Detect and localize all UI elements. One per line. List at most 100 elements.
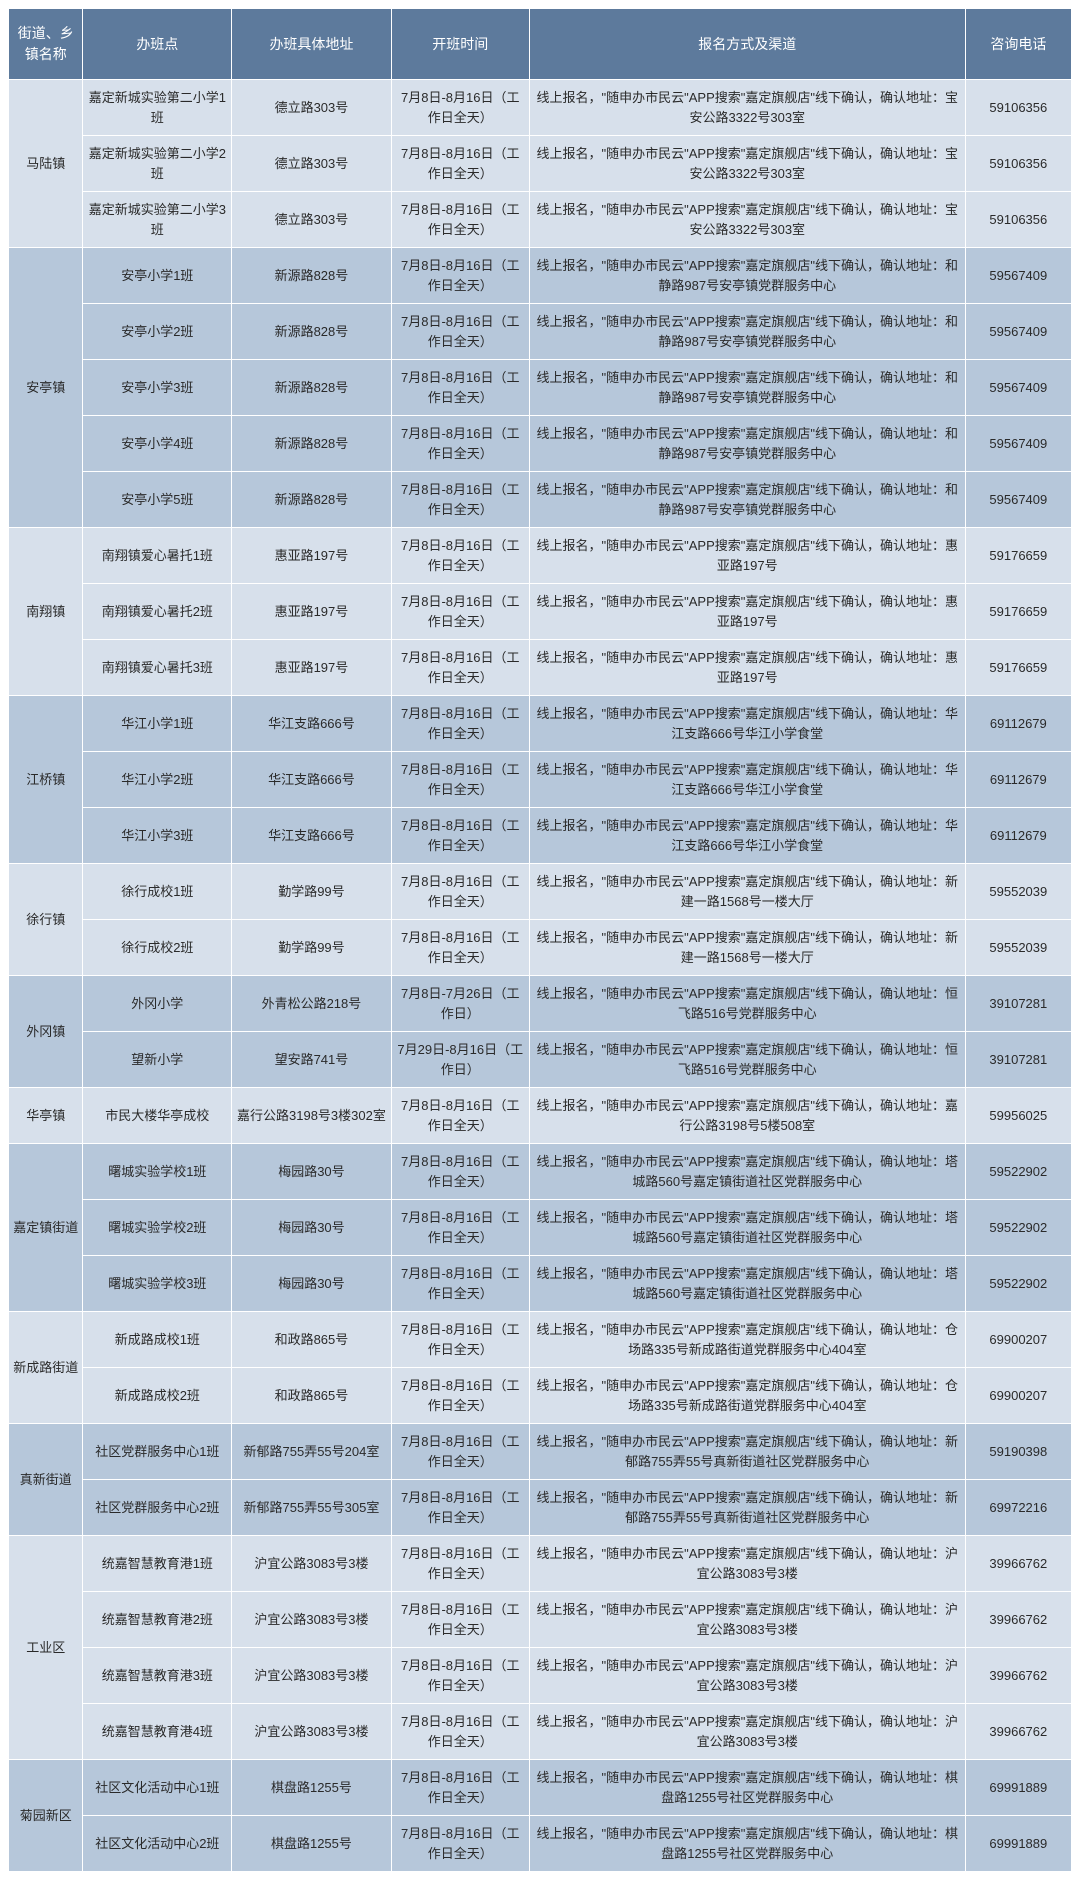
cell-phone: 59552039 xyxy=(965,864,1071,920)
cell-time: 7月8日-8月16日（工作日全天） xyxy=(391,1368,529,1424)
table-row: 菊园新区社区文化活动中心1班棋盘路1255号7月8日-8月16日（工作日全天）线… xyxy=(9,1760,1072,1816)
cell-phone: 59176659 xyxy=(965,528,1071,584)
cell-address: 嘉行公路3198号3楼302室 xyxy=(232,1088,391,1144)
table-row: 马陆镇嘉定新城实验第二小学1班德立路303号7月8日-8月16日（工作日全天）线… xyxy=(9,80,1072,136)
cell-site: 华江小学3班 xyxy=(83,808,232,864)
table-row: 嘉定镇街道曙城实验学校1班梅园路30号7月8日-8月16日（工作日全天）线上报名… xyxy=(9,1144,1072,1200)
cell-phone: 69972216 xyxy=(965,1480,1071,1536)
table-row: 社区文化活动中心2班棋盘路1255号7月8日-8月16日（工作日全天）线上报名，… xyxy=(9,1816,1072,1872)
cell-site: 社区党群服务中心1班 xyxy=(83,1424,232,1480)
table-row: 统嘉智慧教育港3班沪宜公路3083号3楼7月8日-8月16日（工作日全天）线上报… xyxy=(9,1648,1072,1704)
cell-address: 新源路828号 xyxy=(232,304,391,360)
table-row: 华江小学3班华江支路666号7月8日-8月16日（工作日全天）线上报名，"随申办… xyxy=(9,808,1072,864)
cell-address: 德立路303号 xyxy=(232,192,391,248)
cell-site: 徐行成校2班 xyxy=(83,920,232,976)
cell-time: 7月8日-8月16日（工作日全天） xyxy=(391,192,529,248)
cell-address: 华江支路666号 xyxy=(232,696,391,752)
cell-address: 外青松公路218号 xyxy=(232,976,391,1032)
table-row: 新成路街道新成路成校1班和政路865号7月8日-8月16日（工作日全天）线上报名… xyxy=(9,1312,1072,1368)
cell-method: 线上报名，"随申办市民云"APP搜索"嘉定旗舰店"线下确认，确认地址：沪宜公路3… xyxy=(529,1536,965,1592)
th-phone: 咨询电话 xyxy=(965,9,1071,80)
cell-time: 7月8日-8月16日（工作日全天） xyxy=(391,920,529,976)
cell-method: 线上报名，"随申办市民云"APP搜索"嘉定旗舰店"线下确认，确认地址：惠亚路19… xyxy=(529,640,965,696)
cell-phone: 59522902 xyxy=(965,1256,1071,1312)
cell-method: 线上报名，"随申办市民云"APP搜索"嘉定旗舰店"线下确认，确认地址：塔城路56… xyxy=(529,1200,965,1256)
cell-site: 嘉定新城实验第二小学2班 xyxy=(83,136,232,192)
cell-phone: 39107281 xyxy=(965,1032,1071,1088)
cell-time: 7月8日-8月16日（工作日全天） xyxy=(391,1536,529,1592)
table-row: 工业区统嘉智慧教育港1班沪宜公路3083号3楼7月8日-8月16日（工作日全天）… xyxy=(9,1536,1072,1592)
cell-method: 线上报名，"随申办市民云"APP搜索"嘉定旗舰店"线下确认，确认地址：宝安公路3… xyxy=(529,192,965,248)
cell-site: 嘉定新城实验第二小学1班 xyxy=(83,80,232,136)
cell-phone: 69991889 xyxy=(965,1816,1071,1872)
cell-phone: 39966762 xyxy=(965,1536,1071,1592)
cell-time: 7月8日-8月16日（工作日全天） xyxy=(391,1088,529,1144)
cell-phone: 69112679 xyxy=(965,752,1071,808)
cell-address: 惠亚路197号 xyxy=(232,584,391,640)
table-row: 徐行成校2班勤学路99号7月8日-8月16日（工作日全天）线上报名，"随申办市民… xyxy=(9,920,1072,976)
cell-method: 线上报名，"随申办市民云"APP搜索"嘉定旗舰店"线下确认，确认地址：华江支路6… xyxy=(529,752,965,808)
cell-time: 7月8日-8月16日（工作日全天） xyxy=(391,640,529,696)
cell-site: 社区文化活动中心1班 xyxy=(83,1760,232,1816)
cell-address: 新源路828号 xyxy=(232,416,391,472)
cell-method: 线上报名，"随申办市民云"APP搜索"嘉定旗舰店"线下确认，确认地址：棋盘路12… xyxy=(529,1760,965,1816)
cell-address: 梅园路30号 xyxy=(232,1256,391,1312)
district-cell: 菊园新区 xyxy=(9,1760,83,1872)
cell-site: 安亭小学4班 xyxy=(83,416,232,472)
cell-site: 新成路成校2班 xyxy=(83,1368,232,1424)
cell-address: 新源路828号 xyxy=(232,360,391,416)
cell-address: 勤学路99号 xyxy=(232,864,391,920)
cell-method: 线上报名，"随申办市民云"APP搜索"嘉定旗舰店"线下确认，确认地址：和静路98… xyxy=(529,248,965,304)
district-cell: 安亭镇 xyxy=(9,248,83,528)
table-row: 安亭镇安亭小学1班新源路828号7月8日-8月16日（工作日全天）线上报名，"随… xyxy=(9,248,1072,304)
cell-time: 7月8日-8月16日（工作日全天） xyxy=(391,80,529,136)
district-cell: 徐行镇 xyxy=(9,864,83,976)
cell-method: 线上报名，"随申办市民云"APP搜索"嘉定旗舰店"线下确认，确认地址：华江支路6… xyxy=(529,696,965,752)
table-row: 安亭小学4班新源路828号7月8日-8月16日（工作日全天）线上报名，"随申办市… xyxy=(9,416,1072,472)
district-cell: 工业区 xyxy=(9,1536,83,1760)
cell-site: 统嘉智慧教育港4班 xyxy=(83,1704,232,1760)
cell-method: 线上报名，"随申办市民云"APP搜索"嘉定旗舰店"线下确认，确认地址：嘉行公路3… xyxy=(529,1088,965,1144)
cell-method: 线上报名，"随申办市民云"APP搜索"嘉定旗舰店"线下确认，确认地址：新建一路1… xyxy=(529,864,965,920)
cell-address: 沪宜公路3083号3楼 xyxy=(232,1704,391,1760)
cell-phone: 59567409 xyxy=(965,360,1071,416)
cell-site: 统嘉智慧教育港1班 xyxy=(83,1536,232,1592)
table-row: 安亭小学5班新源路828号7月8日-8月16日（工作日全天）线上报名，"随申办市… xyxy=(9,472,1072,528)
cell-phone: 59522902 xyxy=(965,1144,1071,1200)
cell-phone: 59190398 xyxy=(965,1424,1071,1480)
cell-site: 华江小学2班 xyxy=(83,752,232,808)
cell-time: 7月8日-8月16日（工作日全天） xyxy=(391,1200,529,1256)
cell-time: 7月8日-8月16日（工作日全天） xyxy=(391,1480,529,1536)
cell-address: 沪宜公路3083号3楼 xyxy=(232,1648,391,1704)
cell-method: 线上报名，"随申办市民云"APP搜索"嘉定旗舰店"线下确认，确认地址：惠亚路19… xyxy=(529,528,965,584)
cell-site: 华江小学1班 xyxy=(83,696,232,752)
cell-site: 望新小学 xyxy=(83,1032,232,1088)
cell-method: 线上报名，"随申办市民云"APP搜索"嘉定旗舰店"线下确认，确认地址：塔城路56… xyxy=(529,1144,965,1200)
cell-address: 华江支路666号 xyxy=(232,752,391,808)
cell-phone: 39966762 xyxy=(965,1648,1071,1704)
cell-address: 沪宜公路3083号3楼 xyxy=(232,1536,391,1592)
cell-phone: 59956025 xyxy=(965,1088,1071,1144)
cell-address: 和政路865号 xyxy=(232,1312,391,1368)
cell-site: 社区党群服务中心2班 xyxy=(83,1480,232,1536)
cell-address: 新源路828号 xyxy=(232,248,391,304)
schedule-table: 街道、乡镇名称 办班点 办班具体地址 开班时间 报名方式及渠道 咨询电话 马陆镇… xyxy=(8,8,1072,1872)
table-row: 徐行镇徐行成校1班勤学路99号7月8日-8月16日（工作日全天）线上报名，"随申… xyxy=(9,864,1072,920)
cell-address: 新源路828号 xyxy=(232,472,391,528)
cell-time: 7月8日-8月16日（工作日全天） xyxy=(391,248,529,304)
cell-time: 7月8日-8月16日（工作日全天） xyxy=(391,864,529,920)
cell-site: 曙城实验学校2班 xyxy=(83,1200,232,1256)
table-row: 真新街道社区党群服务中心1班新郁路755弄55号204室7月8日-8月16日（工… xyxy=(9,1424,1072,1480)
table-row: 望新小学望安路741号7月29日-8月16日（工作日）线上报名，"随申办市民云"… xyxy=(9,1032,1072,1088)
cell-phone: 59106356 xyxy=(965,192,1071,248)
cell-phone: 39966762 xyxy=(965,1592,1071,1648)
cell-address: 梅园路30号 xyxy=(232,1200,391,1256)
cell-address: 惠亚路197号 xyxy=(232,528,391,584)
cell-time: 7月8日-8月16日（工作日全天） xyxy=(391,136,529,192)
cell-site: 市民大楼华亭成校 xyxy=(83,1088,232,1144)
cell-time: 7月8日-8月16日（工作日全天） xyxy=(391,304,529,360)
th-site: 办班点 xyxy=(83,9,232,80)
cell-address: 新郁路755弄55号305室 xyxy=(232,1480,391,1536)
cell-method: 线上报名，"随申办市民云"APP搜索"嘉定旗舰店"线下确认，确认地址：和静路98… xyxy=(529,360,965,416)
cell-phone: 59552039 xyxy=(965,920,1071,976)
